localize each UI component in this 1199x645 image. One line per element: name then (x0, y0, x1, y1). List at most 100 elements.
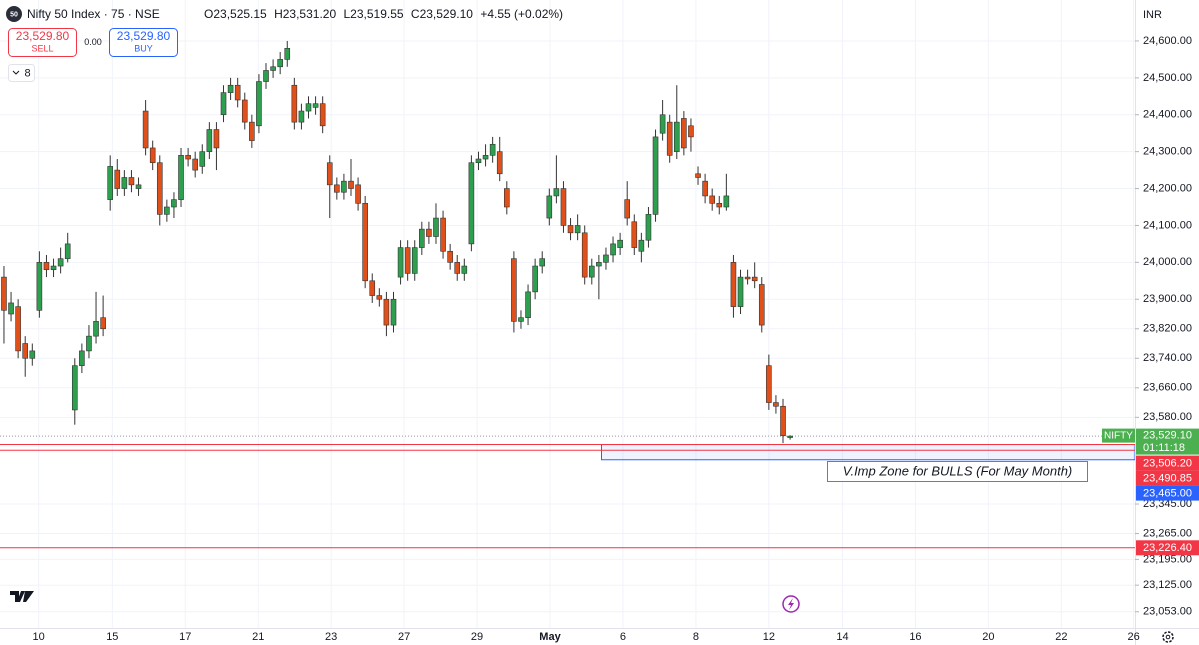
x-tick-label: 22 (1055, 631, 1067, 643)
level-label: 23,506.20 (1143, 458, 1192, 470)
candle-body (334, 184, 340, 193)
y-tick-label: 23,265.00 (1143, 527, 1192, 539)
candle-body (227, 84, 234, 93)
symbol-icon[interactable] (6, 6, 22, 22)
candle-body (610, 243, 616, 256)
candle-body (525, 291, 531, 318)
candle-body (15, 306, 21, 352)
candle-body (468, 162, 475, 245)
last-price: 23,529.10 (1143, 430, 1192, 442)
candle-body (440, 217, 446, 252)
candle-body (426, 228, 432, 237)
zone-label-bg (1136, 485, 1199, 501)
level-label: 23,490.85 (1143, 473, 1192, 485)
symbol-tag-text: NIFTY (1104, 431, 1133, 442)
symbol-icon-text: 50 (10, 11, 18, 18)
candle-body (376, 295, 383, 300)
candle-body (199, 151, 206, 167)
candle-body (1, 276, 7, 311)
candle-body (270, 66, 276, 71)
countdown: 01:11:18 (1143, 442, 1185, 454)
candle-body (135, 184, 142, 189)
candle-body (652, 136, 659, 215)
candle-body (404, 247, 411, 274)
candle-body (532, 265, 538, 293)
candle-body (751, 276, 758, 282)
candle-body (723, 195, 730, 208)
candle-body (355, 184, 361, 204)
candle-body (702, 180, 708, 197)
axes: 24,600.00 24,500.00 24,400.00 24,300.00 24,2… (33, 35, 1199, 643)
spread: 0.00 (84, 37, 102, 47)
last-price-label (1136, 428, 1199, 455)
candle-body (631, 221, 638, 248)
candle-body (673, 121, 680, 152)
sell-button[interactable] (8, 28, 77, 57)
candle-body (511, 258, 517, 322)
y-tick-label: 23,053.00 (1143, 606, 1192, 618)
candle-body (681, 118, 687, 149)
candle-body (100, 317, 106, 330)
x-tick-label: 8 (693, 631, 699, 643)
candle-body (666, 121, 673, 156)
candle-body (171, 199, 177, 208)
y-tick-label: 24,200.00 (1143, 182, 1192, 194)
candle-body (482, 155, 489, 160)
indicators-toggle[interactable] (8, 64, 35, 82)
candle-body (185, 155, 191, 160)
y-tick-label: 24,600.00 (1143, 35, 1192, 47)
level-label-bg (1136, 470, 1199, 486)
settings-icon[interactable] (1162, 631, 1174, 643)
x-tick-label: 14 (836, 631, 848, 643)
candle-body (284, 48, 291, 60)
candle-body (454, 262, 461, 274)
candle-body (149, 147, 156, 164)
candle-body (178, 155, 184, 200)
ohlc-key: O (204, 7, 213, 21)
candle-body (326, 162, 333, 186)
indicators-count: 8 (24, 67, 30, 79)
candle-body (383, 298, 390, 326)
candle-body (142, 110, 149, 149)
x-tick-label: 6 (620, 631, 626, 643)
currency[interactable]: INR (1143, 9, 1162, 21)
candle-body (213, 129, 220, 149)
x-tick-label: 21 (252, 631, 264, 643)
candle-body (43, 262, 50, 271)
level-label-bg (1136, 455, 1199, 471)
candle-body (79, 350, 85, 366)
y-tick-label: 23,820.00 (1143, 323, 1192, 335)
grid (0, 0, 1135, 628)
buy-button[interactable] (109, 28, 178, 57)
y-tick-label: 24,100.00 (1143, 219, 1192, 231)
x-tick-label: 16 (909, 631, 921, 643)
candle-body (36, 262, 43, 311)
candle-body (659, 114, 666, 134)
level-label: 23,226.40 (1143, 542, 1192, 554)
zone-note-box (827, 461, 1088, 482)
x-tick-label: 27 (398, 631, 410, 643)
candle-body (780, 405, 786, 437)
candle-body (433, 217, 439, 237)
candle-body (277, 59, 283, 68)
candle-body (57, 258, 64, 267)
candle-body (624, 199, 631, 219)
tradingview-logo[interactable] (10, 591, 34, 602)
ohlc-value: 23,525.15 (213, 7, 267, 21)
candle-body (128, 177, 135, 186)
candle-body (206, 129, 213, 152)
candle-body (744, 276, 751, 280)
x-tick-label: 29 (471, 631, 483, 643)
lightning (788, 598, 794, 610)
candle-body (787, 435, 793, 438)
candle-body (419, 228, 425, 248)
ohlc-key: L (343, 7, 350, 21)
y-tick-label: 24,500.00 (1143, 72, 1192, 84)
symbol-title[interactable]: Nifty 50 Index · 75 · NSE (27, 7, 160, 21)
candle-body (603, 254, 609, 263)
y-tick-label: 23,345.00 (1143, 498, 1192, 510)
y-tick-label: 23,900.00 (1143, 293, 1192, 305)
candle-body (305, 103, 312, 112)
zone (601, 444, 1136, 461)
sell-label: SELL (31, 43, 53, 53)
